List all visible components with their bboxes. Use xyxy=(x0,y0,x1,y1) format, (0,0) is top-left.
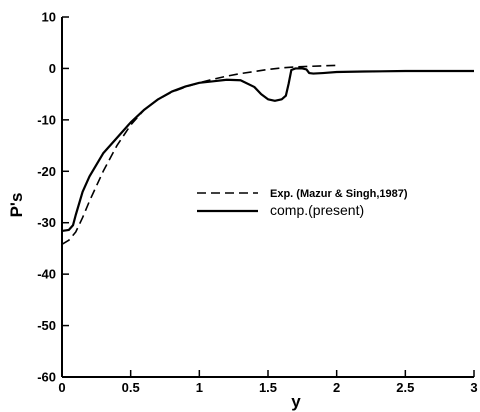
x-tick-label: 0.5 xyxy=(122,380,140,395)
axis-ticks: 0 0.5 1 1.5 2 2.5 3 10 0 -10 -20 -30 -40 -50 -60 xyxy=(37,10,477,396)
y-tick-label: -50 xyxy=(37,318,56,333)
series-comp-line xyxy=(61,67,474,233)
x-axis-title: y xyxy=(291,392,301,411)
y-tick-label: 0 xyxy=(49,61,56,76)
y-tick-label: -10 xyxy=(37,112,56,127)
x-tick-label: 1.5 xyxy=(259,380,277,395)
y-tick-label: -30 xyxy=(37,215,56,230)
x-tick-label: 2 xyxy=(333,380,340,395)
x-tick-label: 0 xyxy=(58,380,65,395)
series-layer xyxy=(61,64,474,245)
y-axis-title: P's xyxy=(7,193,26,218)
x-tick-label: 1 xyxy=(196,380,203,395)
legend: Exp. (Mazur & Singh,1987) comp.(present) xyxy=(197,188,408,218)
series-exp-line xyxy=(61,64,337,245)
legend-label: comp.(present) xyxy=(270,202,364,218)
y-tick-label: -60 xyxy=(37,370,56,385)
y-tick-label: 10 xyxy=(42,10,56,25)
y-tick-label: -20 xyxy=(37,164,56,179)
legend-label: Exp. (Mazur & Singh,1987) xyxy=(270,188,408,200)
x-tick-label: 2.5 xyxy=(396,380,414,395)
y-tick-label: -40 xyxy=(37,267,56,282)
x-tick-label: 3 xyxy=(470,380,477,395)
